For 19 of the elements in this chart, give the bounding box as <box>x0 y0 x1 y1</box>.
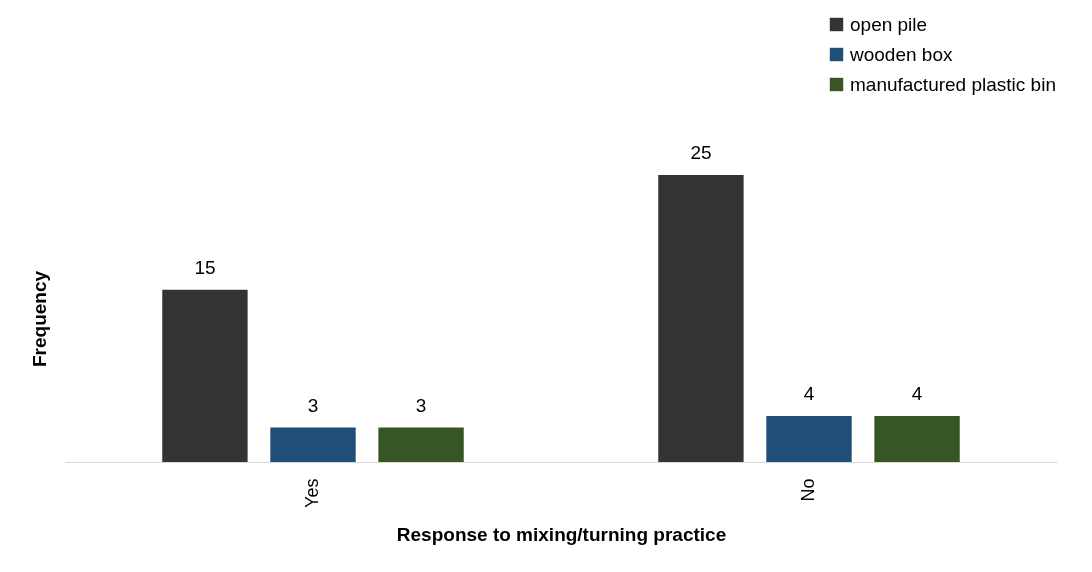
data-label: 4 <box>911 383 923 405</box>
data-label: 4 <box>803 383 815 405</box>
x-tick-label: Yes <box>302 478 322 508</box>
legend-label: manufactured plastic bin <box>850 73 1056 95</box>
bar <box>874 416 960 462</box>
legend-label: open pile <box>850 13 928 35</box>
y-axis-title: Frequency <box>28 270 50 368</box>
data-label: 15 <box>194 256 216 278</box>
data-label: 25 <box>690 142 712 163</box>
x-tick-label: No <box>798 478 818 502</box>
x-axis-title: Response to mixing/turning practice <box>396 523 727 545</box>
data-label: 3 <box>415 394 427 416</box>
legend-label: wooden box <box>849 43 953 65</box>
bar <box>378 427 464 462</box>
bar <box>162 289 248 462</box>
bar <box>766 416 852 462</box>
bar <box>658 175 744 462</box>
data-label: 3 <box>307 394 319 416</box>
bar <box>270 427 356 462</box>
